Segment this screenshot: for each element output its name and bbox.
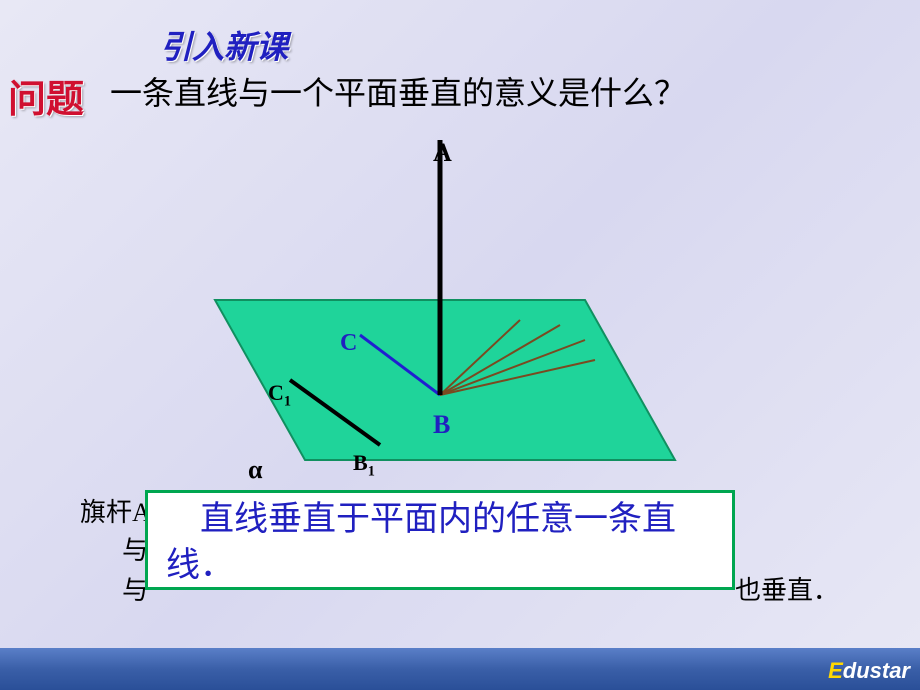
behind-text-3b: 也垂直． bbox=[735, 570, 839, 607]
plane-label-alpha: α bbox=[248, 455, 263, 485]
point-label-B: B bbox=[433, 410, 450, 440]
footer-logo: Edustar bbox=[828, 658, 910, 684]
geometry-svg bbox=[165, 130, 725, 500]
header-intro-title: 引入新课 bbox=[160, 22, 288, 68]
question-text: 一条直线与一个平面垂直的意义是什么？ bbox=[110, 68, 686, 114]
geometry-diagram: A B C α C1 B1 bbox=[165, 130, 725, 505]
footer-bar: Edustar bbox=[0, 648, 920, 690]
footer-logo-initial: E bbox=[828, 658, 843, 683]
label-C1-sub: 1 bbox=[284, 393, 291, 409]
point-label-C: C bbox=[340, 330, 357, 357]
point-label-B1: B1 bbox=[353, 450, 375, 480]
label-B1-sub: 1 bbox=[368, 463, 375, 479]
point-label-A: A bbox=[433, 138, 452, 168]
footer-logo-rest: dustar bbox=[843, 658, 910, 683]
label-B1-main: B bbox=[353, 450, 368, 475]
label-C1-main: C bbox=[268, 380, 284, 405]
answer-overlay-box: 直线垂直于平面内的任意一条直线． bbox=[145, 490, 735, 590]
question-label: 问题 bbox=[8, 68, 84, 123]
point-label-C1: C1 bbox=[268, 380, 291, 410]
